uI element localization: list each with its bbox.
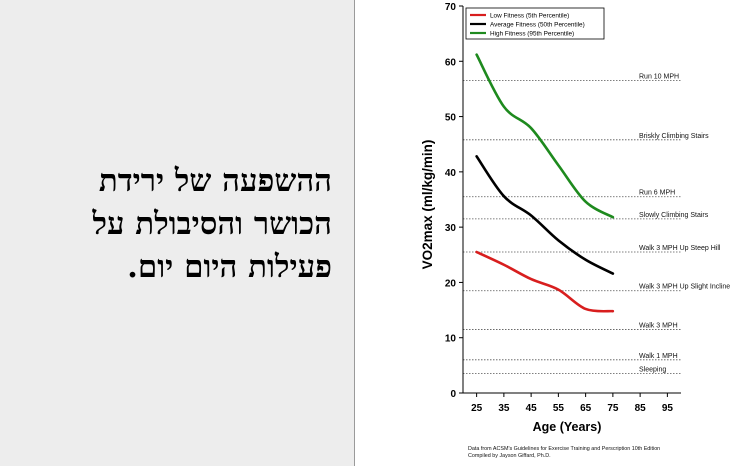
x-tick-label: 55 [553, 403, 565, 414]
source-note: Compiled by Jayson Giffard, Ph.D. [468, 453, 551, 459]
x-tick-label: 75 [607, 403, 619, 414]
chart-panel: Run 10 MPH Briskly Climbing Stairs Run 6 M… [356, 0, 734, 466]
series-line [475, 250, 615, 313]
y-tick-label: 20 [445, 278, 457, 289]
y-tick-label: 30 [445, 223, 457, 234]
reference-line-label: Briskly Climbing Stairs [639, 133, 709, 140]
source-note: Data from ACSM's Guidelines for Exercise… [468, 446, 660, 452]
legend-box [465, 7, 605, 40]
vo2max-chart: Run 10 MPH Briskly Climbing Stairs Run 6 M… [420, 2, 730, 459]
x-tick-label: 85 [635, 403, 647, 414]
x-tick-label: 95 [662, 403, 674, 414]
y-axis-label: VO2max (ml/kg/min) [420, 140, 435, 270]
legend-entry: Low Fitness (5th Percentile) [490, 13, 569, 20]
y-tick-label: 40 [445, 168, 457, 179]
y-tick-label: 50 [445, 113, 457, 124]
y-tick-label: 70 [445, 2, 457, 13]
x-tick-label: 25 [471, 403, 483, 414]
slide-text-panel: ההשפעה של ירידת הכושר והסיבולת על פעילות… [0, 0, 355, 466]
reference-line-label: Walk 3 MPH Up Slight Incline [639, 284, 730, 291]
x-tick-label: 45 [526, 403, 538, 414]
x-axis-label: Age (Years) [533, 420, 602, 434]
legend-entry: High Fitness (95th Percentile) [490, 31, 574, 38]
series-line [475, 53, 615, 219]
reference-line-label: Run 10 MPH [639, 74, 679, 81]
reference-line-label: Run 6 MPH [639, 190, 675, 197]
y-tick-label: 10 [445, 334, 457, 345]
reference-line-label: Slowly Climbing Stairs [639, 212, 709, 219]
slide-title-line: הכושר והסיבולת על [92, 206, 332, 242]
x-tick-label: 65 [580, 403, 592, 414]
reference-line-label: Walk 3 MPH Up Steep Hill [639, 245, 721, 252]
y-tick-label: 0 [450, 389, 456, 400]
y-tick-label: 60 [445, 57, 457, 68]
reference-line-label: Walk 1 MPH [639, 353, 678, 360]
legend-entry: Average Fitness (50th Percentile) [490, 22, 585, 29]
x-tick-label: 35 [498, 403, 510, 414]
slide-title-line: פעילות היום יום. [127, 249, 332, 285]
slide-title: ההשפעה של ירידת הכושר והסיבולת על פעילות… [12, 160, 332, 289]
series-line [475, 155, 615, 275]
slide-title-line: ההשפעה של ירידת [98, 163, 332, 199]
reference-line-label: Walk 3 MPH [639, 322, 678, 329]
reference-line-label: Sleeping [639, 367, 666, 374]
